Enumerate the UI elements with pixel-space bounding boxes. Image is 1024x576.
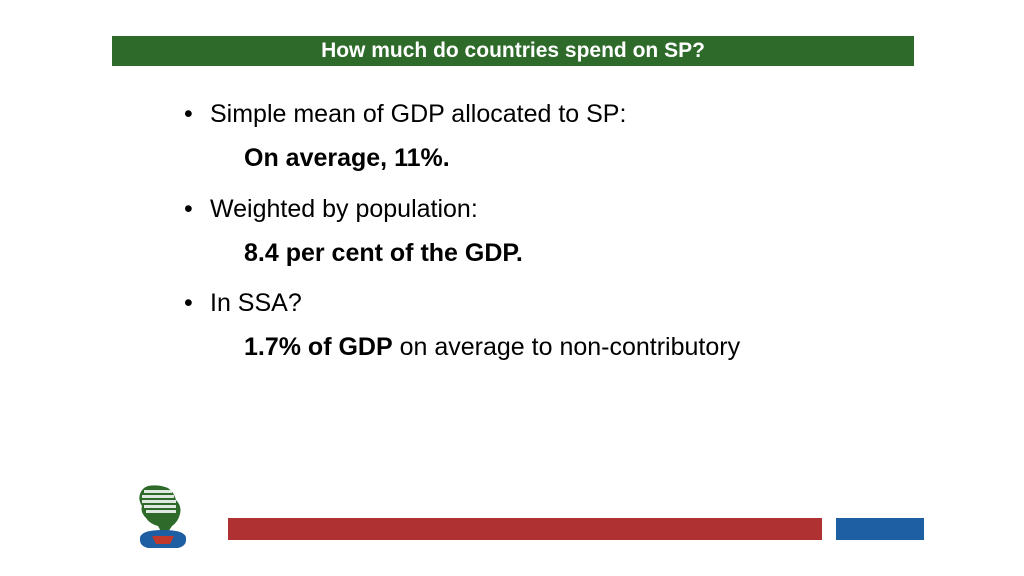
- footer-bar-blue: [836, 518, 924, 540]
- bullet-value-bold: 8.4 per cent of the GDP.: [244, 239, 523, 267]
- bullet-item: Weighted by population:: [180, 191, 860, 227]
- bullet-value-bold: On average, 11%.: [244, 144, 450, 172]
- bullet-value: On average, 11%.: [244, 140, 860, 176]
- slide-content: Simple mean of GDP allocated to SP: On a…: [180, 96, 860, 380]
- slide-footer: [0, 494, 1024, 554]
- bullet-value: 8.4 per cent of the GDP.: [244, 235, 860, 271]
- footer-logo: [128, 482, 198, 554]
- bullet-value-rest: on average to non-contributory: [393, 333, 740, 361]
- bullet-list: Simple mean of GDP allocated to SP:: [180, 96, 860, 132]
- bullet-item: Simple mean of GDP allocated to SP:: [180, 96, 860, 132]
- bullet-lead: Simple mean of GDP allocated to SP:: [210, 100, 626, 128]
- bullet-list: Weighted by population:: [180, 191, 860, 227]
- bullet-value-bold: 1.7% of GDP: [244, 333, 393, 361]
- slide-title-bar: How much do countries spend on SP?: [112, 36, 914, 66]
- bullet-lead: In SSA?: [210, 289, 302, 317]
- bullet-item: In SSA?: [180, 285, 860, 321]
- bullet-value: 1.7% of GDP on average to non-contributo…: [244, 329, 860, 365]
- africa-logo-icon: [128, 482, 198, 554]
- footer-bar-red: [228, 518, 822, 540]
- bullet-list: In SSA?: [180, 285, 860, 321]
- bullet-lead: Weighted by population:: [210, 195, 478, 223]
- slide-title: How much do countries spend on SP?: [321, 39, 705, 62]
